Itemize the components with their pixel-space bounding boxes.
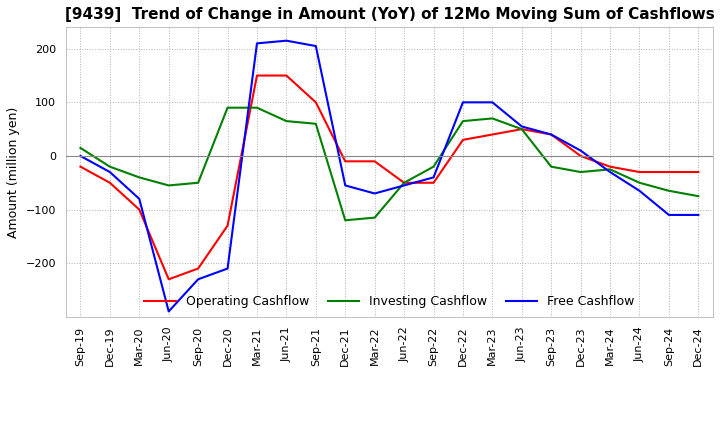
Free Cashflow [429, 175, 438, 180]
Operating Cashflow [341, 159, 350, 164]
Free Cashflow [370, 191, 379, 196]
Free Cashflow [106, 169, 114, 175]
Free Cashflow [164, 309, 173, 314]
Investing Cashflow [164, 183, 173, 188]
Investing Cashflow [635, 180, 644, 185]
Line: Investing Cashflow: Investing Cashflow [81, 108, 698, 220]
Operating Cashflow [164, 277, 173, 282]
Investing Cashflow [518, 127, 526, 132]
Operating Cashflow [606, 164, 614, 169]
Title: [9439]  Trend of Change in Amount (YoY) of 12Mo Moving Sum of Cashflows: [9439] Trend of Change in Amount (YoY) o… [65, 7, 714, 22]
Investing Cashflow [400, 180, 408, 185]
Free Cashflow [694, 212, 703, 217]
Investing Cashflow [459, 118, 467, 124]
Investing Cashflow [547, 164, 556, 169]
Operating Cashflow [194, 266, 202, 271]
Operating Cashflow [223, 223, 232, 228]
Operating Cashflow [488, 132, 497, 137]
Free Cashflow [606, 169, 614, 175]
Investing Cashflow [488, 116, 497, 121]
Investing Cashflow [282, 118, 291, 124]
Operating Cashflow [459, 137, 467, 143]
Investing Cashflow [253, 105, 261, 110]
Operating Cashflow [665, 169, 673, 175]
Free Cashflow [76, 153, 85, 158]
Investing Cashflow [135, 175, 143, 180]
Operating Cashflow [76, 164, 85, 169]
Free Cashflow [665, 212, 673, 217]
Free Cashflow [576, 148, 585, 153]
Operating Cashflow [429, 180, 438, 185]
Operating Cashflow [370, 159, 379, 164]
Operating Cashflow [282, 73, 291, 78]
Operating Cashflow [694, 169, 703, 175]
Free Cashflow [312, 44, 320, 49]
Operating Cashflow [518, 127, 526, 132]
Line: Free Cashflow: Free Cashflow [81, 40, 698, 312]
Free Cashflow [488, 100, 497, 105]
Investing Cashflow [223, 105, 232, 110]
Investing Cashflow [106, 164, 114, 169]
Investing Cashflow [665, 188, 673, 194]
Free Cashflow [635, 188, 644, 194]
Investing Cashflow [606, 167, 614, 172]
Investing Cashflow [576, 169, 585, 175]
Free Cashflow [253, 41, 261, 46]
Legend: Operating Cashflow, Investing Cashflow, Free Cashflow: Operating Cashflow, Investing Cashflow, … [140, 290, 639, 313]
Operating Cashflow [576, 153, 585, 158]
Operating Cashflow [635, 169, 644, 175]
Investing Cashflow [694, 194, 703, 199]
Investing Cashflow [341, 218, 350, 223]
Line: Operating Cashflow: Operating Cashflow [81, 76, 698, 279]
Free Cashflow [282, 38, 291, 43]
Free Cashflow [518, 124, 526, 129]
Free Cashflow [341, 183, 350, 188]
Free Cashflow [135, 196, 143, 202]
Free Cashflow [400, 183, 408, 188]
Operating Cashflow [312, 100, 320, 105]
Free Cashflow [459, 100, 467, 105]
Operating Cashflow [135, 207, 143, 212]
Investing Cashflow [194, 180, 202, 185]
Investing Cashflow [370, 215, 379, 220]
Investing Cashflow [312, 121, 320, 126]
Y-axis label: Amount (million yen): Amount (million yen) [7, 106, 20, 238]
Investing Cashflow [429, 164, 438, 169]
Free Cashflow [223, 266, 232, 271]
Free Cashflow [194, 277, 202, 282]
Operating Cashflow [253, 73, 261, 78]
Free Cashflow [547, 132, 556, 137]
Investing Cashflow [76, 145, 85, 150]
Operating Cashflow [547, 132, 556, 137]
Operating Cashflow [106, 180, 114, 185]
Operating Cashflow [400, 180, 408, 185]
